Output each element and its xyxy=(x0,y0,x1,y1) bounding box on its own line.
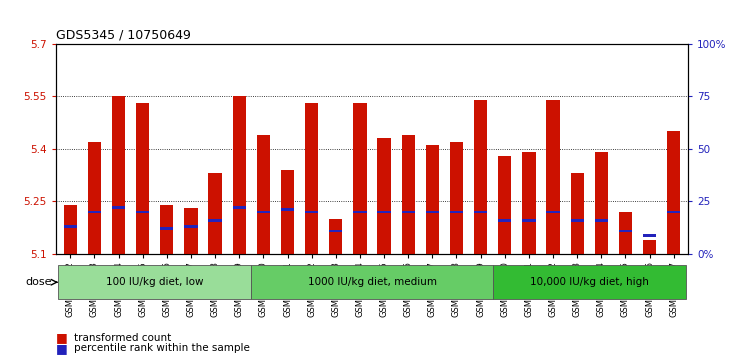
Bar xyxy=(88,211,101,213)
Bar xyxy=(305,211,318,213)
Bar xyxy=(546,100,559,254)
Bar xyxy=(667,211,680,213)
Bar xyxy=(522,152,536,254)
Bar xyxy=(136,211,150,213)
Bar xyxy=(112,96,125,254)
Text: 1000 IU/kg diet, medium: 1000 IU/kg diet, medium xyxy=(307,277,437,287)
Bar xyxy=(377,138,391,254)
Bar xyxy=(402,211,415,213)
Bar xyxy=(571,219,584,222)
Text: percentile rank within the sample: percentile rank within the sample xyxy=(74,343,250,354)
Text: 10,000 IU/kg diet, high: 10,000 IU/kg diet, high xyxy=(530,277,649,287)
Bar xyxy=(450,211,463,213)
Bar xyxy=(281,208,294,211)
Bar xyxy=(571,174,584,254)
Bar xyxy=(426,211,439,213)
Text: ■: ■ xyxy=(56,342,68,355)
Bar xyxy=(64,225,77,228)
Bar xyxy=(619,212,632,254)
Text: dose: dose xyxy=(25,277,52,287)
Bar xyxy=(160,228,173,230)
Bar xyxy=(498,219,511,222)
Bar xyxy=(474,100,487,254)
Text: transformed count: transformed count xyxy=(74,333,172,343)
Bar xyxy=(546,211,559,213)
Bar xyxy=(185,208,198,254)
Bar xyxy=(498,156,511,254)
Bar xyxy=(353,103,367,254)
Bar xyxy=(160,205,173,254)
Bar xyxy=(305,103,318,254)
Bar xyxy=(522,219,536,222)
Bar xyxy=(233,96,246,254)
Bar xyxy=(594,219,608,222)
Bar xyxy=(208,219,222,222)
Bar xyxy=(329,219,342,254)
Text: ■: ■ xyxy=(56,331,68,344)
Bar xyxy=(667,131,680,254)
Bar xyxy=(185,225,198,228)
Bar xyxy=(402,135,415,254)
Bar xyxy=(619,229,632,232)
Text: 100 IU/kg diet, low: 100 IU/kg diet, low xyxy=(106,277,204,287)
Bar xyxy=(257,135,270,254)
Bar xyxy=(112,207,125,209)
Bar xyxy=(643,240,656,254)
Bar xyxy=(64,205,77,254)
Bar xyxy=(474,211,487,213)
Bar xyxy=(377,211,391,213)
Bar xyxy=(643,234,656,237)
Bar xyxy=(353,211,367,213)
Bar xyxy=(257,211,270,213)
Bar xyxy=(329,229,342,232)
Bar xyxy=(281,170,294,254)
Bar xyxy=(88,142,101,254)
Bar xyxy=(594,152,608,254)
Bar xyxy=(208,174,222,254)
Bar xyxy=(426,145,439,254)
Bar xyxy=(233,207,246,209)
Bar xyxy=(136,103,150,254)
Text: GDS5345 / 10750649: GDS5345 / 10750649 xyxy=(56,29,190,42)
Bar xyxy=(450,142,463,254)
